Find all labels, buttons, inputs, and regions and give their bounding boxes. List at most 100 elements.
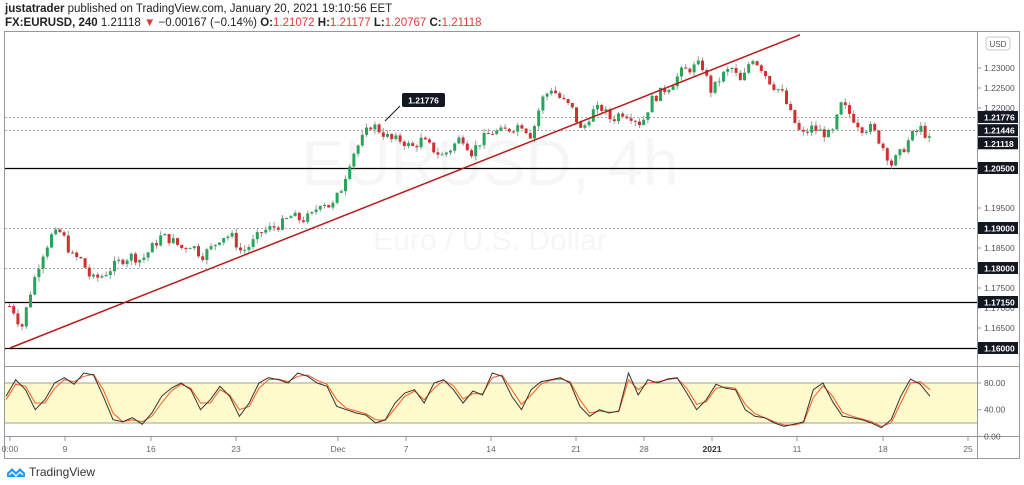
candle-up [331, 202, 335, 208]
candle-down [843, 102, 847, 106]
trendline[interactable] [9, 34, 801, 349]
time-tick-label: 28 [639, 444, 649, 454]
candle-down [197, 246, 200, 257]
candle-down [432, 142, 436, 153]
tradingview-logo-text: TradingView [29, 465, 96, 479]
price-tick-label: 1.23000 [984, 63, 1015, 73]
candle-down [848, 105, 851, 114]
candle-down [155, 243, 158, 246]
candle-up [218, 242, 221, 245]
candle-down [709, 75, 713, 93]
currency-button-box [985, 36, 1011, 51]
callout-pointer [384, 105, 401, 122]
candle-up [24, 307, 28, 327]
stochastic-band [5, 383, 977, 423]
candle-down [625, 116, 629, 119]
candle-up [919, 125, 923, 132]
candle-up [444, 152, 448, 155]
candle-up [113, 260, 116, 272]
price-label-box [978, 162, 1018, 174]
candle-up [839, 102, 843, 115]
candle-down [327, 204, 331, 208]
candle-up [596, 104, 599, 110]
candle-up [251, 239, 255, 247]
candle-down [852, 113, 856, 123]
candle-down [423, 137, 427, 140]
candle-up [751, 61, 755, 65]
osc-tick-label: 40.00 [984, 405, 1006, 415]
candle-down [465, 143, 469, 151]
price-tick-label: 1.17500 [984, 283, 1015, 293]
candle-down [428, 139, 431, 143]
candle-up [864, 131, 868, 133]
time-tick-label: 2021 [703, 444, 722, 454]
candle-up [831, 129, 835, 131]
candle-down [121, 259, 125, 265]
candle-up [125, 260, 129, 265]
time-tick-label: 7 [404, 444, 409, 454]
callout-text: 1.21776 [408, 96, 439, 106]
price-label-text: 1.17150 [984, 298, 1015, 308]
candle-up [344, 178, 347, 192]
close-label: C: [429, 17, 442, 29]
candle-down [890, 160, 893, 166]
candle-down [633, 120, 637, 122]
candle-down [621, 113, 625, 117]
candle-down [512, 131, 515, 133]
candle-up [482, 132, 486, 146]
candle-down [491, 133, 494, 135]
candle-up [335, 192, 339, 203]
candle-down [558, 93, 562, 98]
candle-down [856, 122, 860, 128]
candle-up [894, 155, 898, 166]
candle-down [684, 67, 688, 69]
candle-up [696, 60, 700, 65]
candle-down [66, 235, 70, 253]
price-axis[interactable]: 1.23000 1.22500 1.22000 1.19500 1.18500 1.175… [977, 63, 1015, 333]
candle-up [247, 246, 251, 250]
low-label: L: [373, 17, 385, 29]
candle-up [717, 81, 721, 83]
currency-button[interactable]: USD [985, 36, 1011, 51]
candle-up [726, 69, 730, 72]
candle-down [524, 128, 528, 134]
candle-down [398, 135, 402, 142]
candle-down [705, 70, 709, 76]
candle-down [461, 137, 465, 144]
candle-up [226, 236, 230, 238]
tradingview-branding[interactable]: TradingView [6, 465, 95, 479]
price-tick-label: 1.19500 [984, 203, 1015, 213]
high-value: 1.21177 [329, 17, 371, 29]
candle-up [927, 136, 931, 138]
horizontal-levels[interactable] [5, 117, 977, 350]
candle-up [138, 259, 142, 263]
candle-down [629, 118, 633, 121]
candle-down [755, 61, 759, 66]
time-axis[interactable]: 0:00 9 16 23 Dec 7 14 21 28 2021 11 18 25 [2, 437, 973, 454]
candle-down [176, 238, 179, 245]
candle-up [264, 229, 268, 233]
candle-down [806, 131, 809, 133]
candle-up [495, 130, 499, 134]
candle-up [671, 86, 675, 90]
candle-down [201, 256, 205, 260]
price-label-box [978, 296, 1018, 308]
candle-down [470, 150, 473, 157]
price-label-box [978, 262, 1018, 274]
price-label-box [978, 342, 1018, 354]
candle-down [688, 68, 692, 73]
candle-down [276, 227, 280, 230]
candle-down [566, 99, 570, 103]
candle-down [785, 90, 788, 104]
candle-up [54, 229, 58, 235]
price-axis-labels: 1.21776 1.21446 1.21118 1.20500 1.19000 1.180… [978, 110, 1018, 354]
author-name[interactable]: justatrader [5, 3, 65, 15]
candle-up [171, 238, 175, 244]
stochastic-k-line [5, 371, 931, 429]
price-callout[interactable]: 1.21776 [384, 93, 445, 122]
candle-down [860, 127, 864, 133]
oscillator-axis[interactable]: 80.00 40.00 0.00 [977, 378, 1006, 441]
candle-down [503, 127, 507, 129]
candle-down [87, 267, 91, 277]
